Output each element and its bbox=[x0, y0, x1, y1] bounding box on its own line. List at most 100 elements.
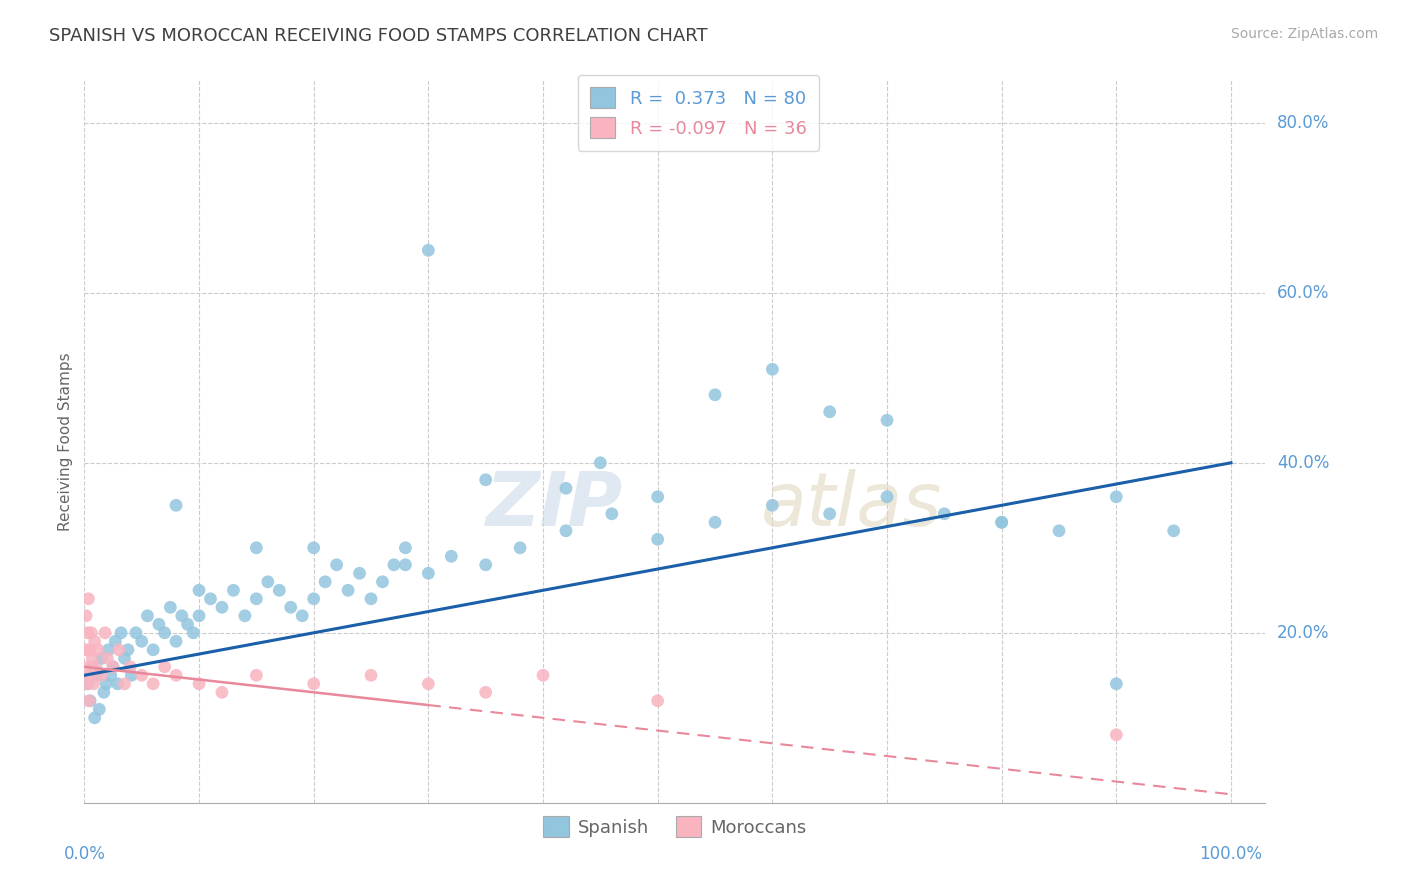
Point bbox=[761, 362, 783, 376]
Text: 20.0%: 20.0% bbox=[1277, 624, 1329, 642]
Point bbox=[245, 541, 267, 555]
Text: 80.0%: 80.0% bbox=[1277, 114, 1329, 132]
Point bbox=[142, 677, 165, 691]
Point bbox=[82, 651, 104, 665]
Point bbox=[990, 516, 1012, 530]
Point bbox=[818, 405, 841, 419]
Point bbox=[394, 558, 416, 572]
Point bbox=[440, 549, 463, 564]
Text: 60.0%: 60.0% bbox=[1277, 284, 1329, 301]
Point bbox=[148, 617, 170, 632]
Point bbox=[256, 574, 278, 589]
Point bbox=[104, 634, 127, 648]
Point bbox=[474, 685, 496, 699]
Point bbox=[83, 711, 105, 725]
Point bbox=[1047, 524, 1070, 538]
Text: atlas: atlas bbox=[761, 469, 942, 541]
Point bbox=[188, 608, 211, 623]
Point bbox=[302, 541, 325, 555]
Point bbox=[269, 583, 291, 598]
Point bbox=[97, 642, 120, 657]
Point bbox=[418, 677, 440, 691]
Point bbox=[761, 498, 783, 512]
Text: 100.0%: 100.0% bbox=[1199, 846, 1263, 863]
Point bbox=[165, 668, 187, 682]
Point bbox=[360, 591, 382, 606]
Point bbox=[77, 591, 100, 606]
Point bbox=[153, 660, 176, 674]
Point bbox=[76, 677, 98, 691]
Point bbox=[131, 668, 153, 682]
Point bbox=[83, 677, 105, 691]
Text: ZIP: ZIP bbox=[485, 469, 623, 541]
Point bbox=[589, 456, 612, 470]
Point bbox=[114, 651, 136, 665]
Point bbox=[94, 625, 117, 640]
Point bbox=[110, 625, 132, 640]
Point bbox=[200, 591, 222, 606]
Point bbox=[101, 660, 124, 674]
Point bbox=[142, 642, 165, 657]
Point bbox=[474, 558, 496, 572]
Text: 40.0%: 40.0% bbox=[1277, 454, 1329, 472]
Point bbox=[86, 668, 108, 682]
Point bbox=[211, 600, 233, 615]
Point bbox=[314, 574, 336, 589]
Point bbox=[509, 541, 531, 555]
Point bbox=[990, 516, 1012, 530]
Point bbox=[211, 685, 233, 699]
Point bbox=[349, 566, 371, 581]
Y-axis label: Receiving Food Stamps: Receiving Food Stamps bbox=[58, 352, 73, 531]
Point bbox=[165, 498, 187, 512]
Point bbox=[165, 634, 187, 648]
Point bbox=[222, 583, 245, 598]
Point bbox=[188, 677, 211, 691]
Point bbox=[302, 677, 325, 691]
Point bbox=[600, 507, 623, 521]
Point bbox=[89, 702, 111, 716]
Point bbox=[647, 694, 669, 708]
Point bbox=[371, 574, 394, 589]
Point bbox=[87, 642, 110, 657]
Point bbox=[76, 677, 98, 691]
Point bbox=[394, 541, 416, 555]
Point bbox=[107, 677, 129, 691]
Point bbox=[79, 642, 101, 657]
Point bbox=[302, 591, 325, 606]
Point bbox=[100, 668, 122, 682]
Point bbox=[131, 634, 153, 648]
Point bbox=[117, 642, 139, 657]
Point bbox=[291, 608, 314, 623]
Point bbox=[1105, 490, 1128, 504]
Point bbox=[555, 524, 578, 538]
Point bbox=[360, 668, 382, 682]
Point bbox=[90, 651, 112, 665]
Point bbox=[76, 660, 98, 674]
Point bbox=[876, 490, 898, 504]
Point bbox=[83, 634, 105, 648]
Point bbox=[75, 642, 97, 657]
Point bbox=[120, 668, 142, 682]
Point bbox=[647, 533, 669, 547]
Point bbox=[876, 413, 898, 427]
Point bbox=[101, 660, 124, 674]
Point bbox=[79, 694, 101, 708]
Point bbox=[94, 677, 117, 691]
Point bbox=[188, 583, 211, 598]
Point bbox=[159, 600, 181, 615]
Point bbox=[474, 473, 496, 487]
Point bbox=[114, 677, 136, 691]
Legend: Spanish, Moroccans: Spanish, Moroccans bbox=[536, 809, 814, 845]
Point bbox=[704, 388, 727, 402]
Point bbox=[337, 583, 360, 598]
Text: SPANISH VS MOROCCAN RECEIVING FOOD STAMPS CORRELATION CHART: SPANISH VS MOROCCAN RECEIVING FOOD STAMP… bbox=[49, 27, 707, 45]
Point bbox=[93, 685, 115, 699]
Point bbox=[170, 608, 193, 623]
Point bbox=[934, 507, 956, 521]
Point bbox=[704, 516, 727, 530]
Point bbox=[555, 481, 578, 495]
Point bbox=[325, 558, 347, 572]
Point bbox=[82, 660, 104, 674]
Point bbox=[84, 660, 107, 674]
Text: 0.0%: 0.0% bbox=[63, 846, 105, 863]
